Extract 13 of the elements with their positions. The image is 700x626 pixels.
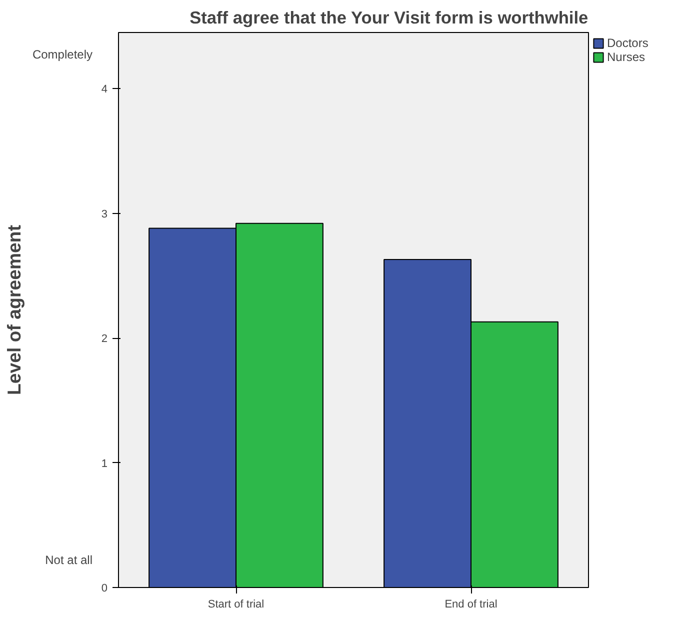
text: Not at all [45, 552, 93, 567]
y-tick-label: 2 [101, 333, 108, 346]
y-axis-title: Level of agreement [3, 224, 24, 396]
y-tick-label: 1 [101, 458, 108, 470]
text: Completely [32, 48, 93, 62]
y-tick-label: 3 [101, 208, 108, 220]
legend-label: Doctors [607, 36, 648, 50]
y-tick-label: 0 [101, 582, 108, 594]
x-tick-label: Start of trial [208, 598, 264, 610]
x-tick-label: End of trial [444, 598, 498, 610]
y-tick-label: 4 [101, 84, 108, 96]
legend-label: Nurses [607, 50, 646, 64]
chart-title: Staff agree that the Your Visit form is worthwhile [190, 8, 589, 28]
